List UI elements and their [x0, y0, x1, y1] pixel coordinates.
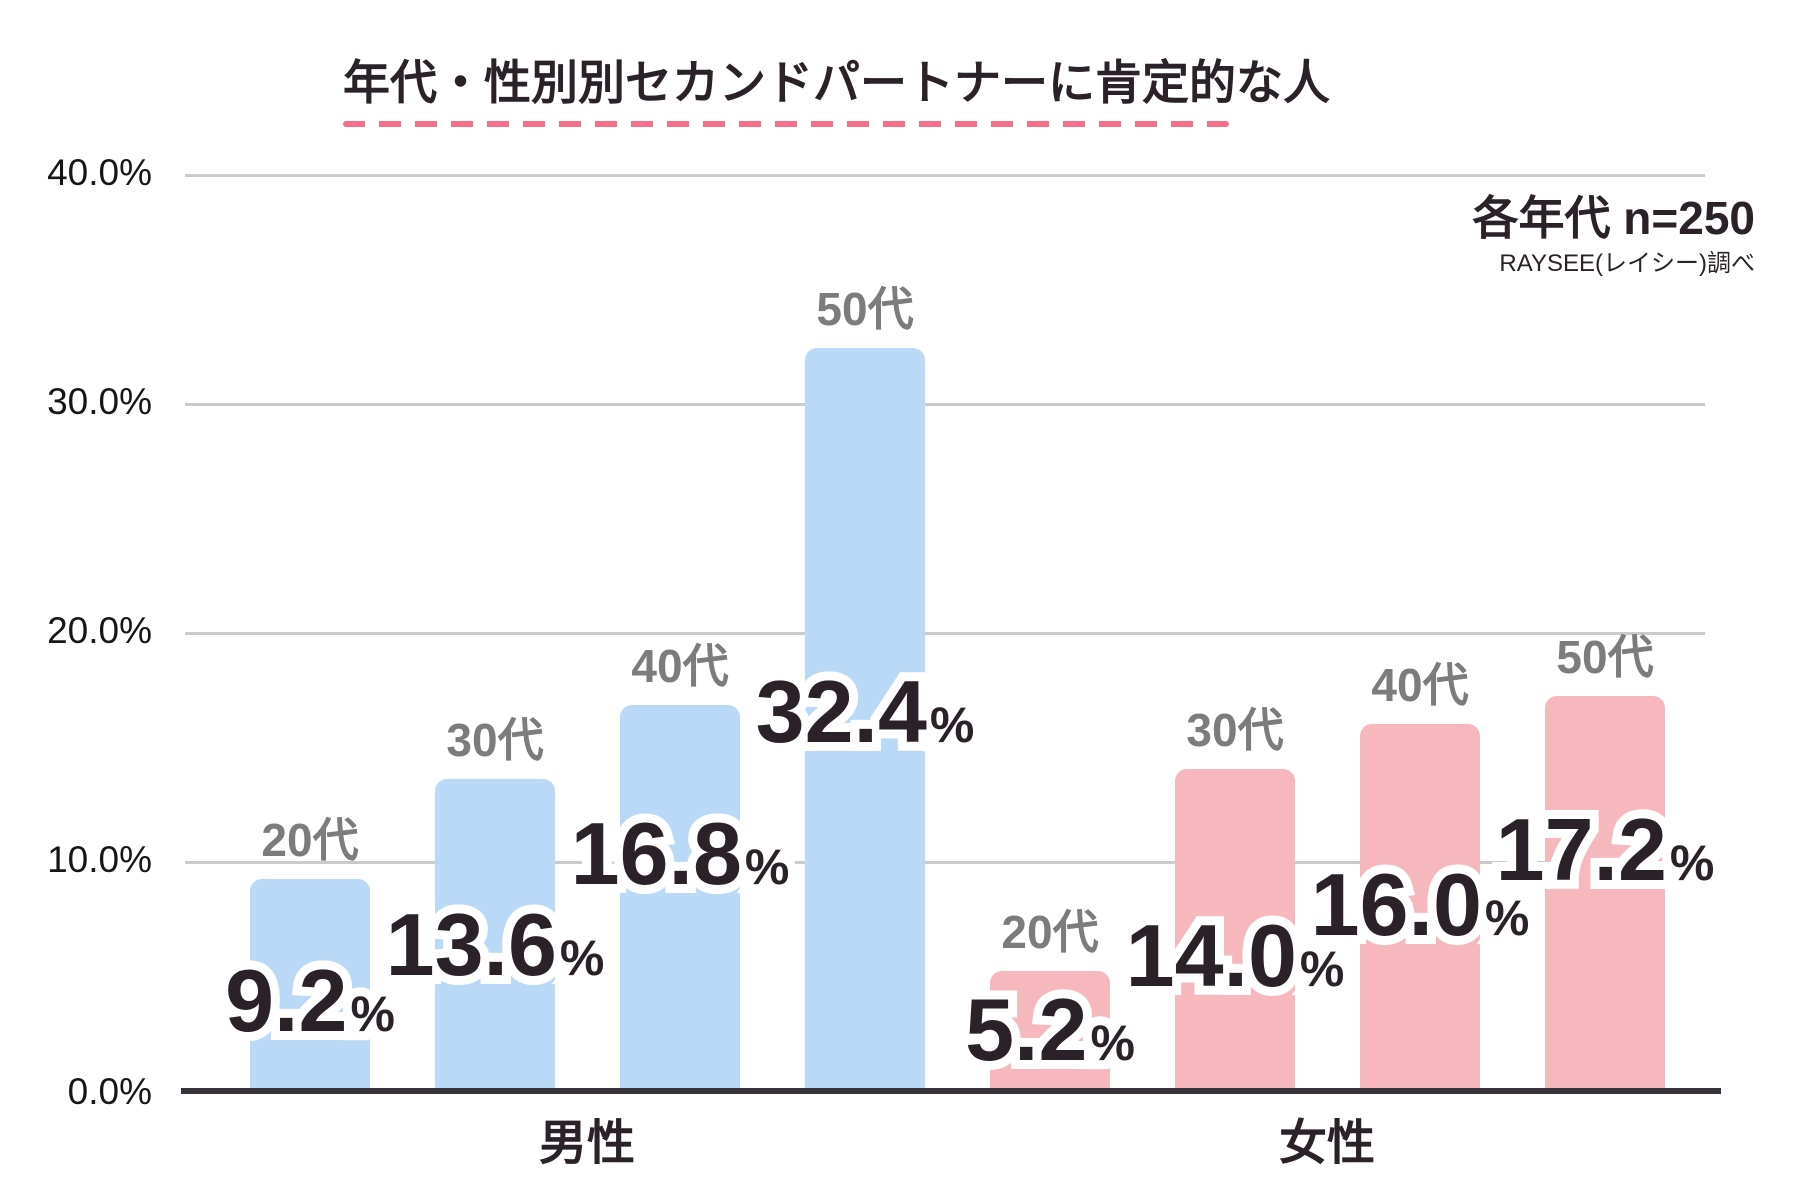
value-label-男性-20代: 9.2% 9.2% [216, 948, 404, 1054]
value-number: 16.0 [1302, 852, 1491, 958]
percent-sign: % [921, 691, 984, 759]
value-number: 17.2 [1487, 797, 1676, 903]
value-label-女性-40代: 16.0% 16.0% [1302, 852, 1539, 958]
value-number: 14.0 [1117, 903, 1306, 1009]
bar-男性-20代 [250, 879, 370, 1090]
note-block: 各年代 n=250 RAYSEE(レイシー)調べ [1473, 192, 1756, 277]
group-label-男性: 男性 [538, 1117, 636, 1170]
bar-女性-20代 [990, 971, 1110, 1090]
age-label-女性-30代: 30代 [1186, 704, 1284, 756]
value-number: 16.8 [570, 804, 742, 903]
percent-sign: % [551, 924, 614, 992]
value-label-stroke: 16.0% [1302, 852, 1539, 958]
x-axis-line [181, 1088, 1721, 1094]
percent-sign: % [1291, 935, 1354, 1003]
value-label-男性-30代: 13.6% 13.6% [377, 892, 614, 998]
y-axis-tick-label: 10.0% [47, 839, 152, 881]
percent-sign: % [744, 839, 790, 895]
value-number: 5.2 [965, 980, 1088, 1079]
percent-sign: % [1081, 1009, 1144, 1077]
value-number: 16.8 [562, 801, 751, 907]
age-label-女性-50代: 50代 [1556, 631, 1654, 683]
value-label-stroke: 16.8% [562, 801, 799, 907]
bar-女性-50代 [1545, 696, 1665, 1090]
age-label-男性-40代: 40代 [631, 640, 729, 692]
y-axis-tick-label: 0.0% [67, 1071, 152, 1113]
source-note: RAYSEE(レイシー)調べ [1499, 249, 1755, 277]
y-axis-tick-label: 30.0% [47, 381, 152, 423]
percent-sign: % [1090, 1015, 1135, 1071]
value-label-fill: 5.2% [965, 986, 1135, 1074]
group-label-女性: 女性 [1278, 1117, 1376, 1170]
value-label-fill: 17.2% [1496, 806, 1715, 894]
percent-sign: % [341, 980, 404, 1048]
value-label-fill: 16.8% [571, 810, 790, 898]
value-label-fill: 13.6% [386, 901, 605, 989]
value-number: 13.6 [385, 895, 557, 994]
value-label-女性-50代: 17.2% 17.2% [1487, 797, 1724, 903]
bar-男性-40代 [620, 705, 740, 1090]
bar-女性-30代 [1175, 769, 1295, 1090]
value-number: 9.2 [225, 951, 348, 1050]
age-label-女性-20代: 20代 [1001, 906, 1099, 958]
percent-sign: % [736, 833, 799, 901]
percent-sign: % [1661, 829, 1724, 897]
percent-sign: % [1669, 835, 1715, 891]
age-label-男性-30代: 30代 [446, 714, 544, 766]
value-label-stroke: 14.0% [1117, 903, 1354, 1009]
gridline-30.0% [185, 403, 1705, 406]
percent-sign: % [559, 930, 605, 986]
value-label-stroke: 32.4% [747, 659, 984, 765]
age-label-女性-40代: 40代 [1371, 659, 1469, 711]
value-label-男性-50代: 32.4% 32.4% [747, 659, 984, 765]
value-number: 9.2 [216, 948, 356, 1054]
y-axis-tick-label: 20.0% [47, 610, 152, 652]
title-underline-dashed [343, 121, 1229, 127]
value-number: 16.0 [1310, 855, 1482, 954]
chart-title: 年代・性別別セカンドパートナーに肯定的な人 [343, 56, 1330, 109]
value-label-男性-40代: 16.8% 16.8% [562, 801, 799, 907]
value-label-stroke: 9.2% [216, 948, 404, 1054]
percent-sign: % [1484, 890, 1530, 946]
sample-size-note: 各年代 n=250 [1472, 192, 1756, 244]
y-axis-tick-label: 40.0% [47, 152, 152, 194]
gridline-20.0% [185, 632, 1705, 635]
percent-sign: % [1476, 884, 1539, 952]
value-number: 17.2 [1495, 800, 1667, 899]
value-label-stroke: 17.2% [1487, 797, 1724, 903]
age-label-男性-50代: 50代 [816, 283, 914, 335]
value-label-女性-30代: 14.0% 14.0% [1117, 903, 1354, 1009]
gridline-40.0% [185, 174, 1705, 177]
value-label-女性-20代: 5.2% 5.2% [956, 977, 1144, 1083]
value-number: 32.4 [747, 659, 936, 765]
percent-sign: % [929, 697, 975, 753]
value-label-fill: 16.0% [1311, 861, 1530, 949]
value-number: 5.2 [956, 977, 1096, 1083]
value-label-stroke: 5.2% [956, 977, 1144, 1083]
value-label-fill: 9.2% [225, 957, 395, 1045]
value-label-stroke: 13.6% [377, 892, 614, 998]
bar-男性-30代 [435, 779, 555, 1090]
age-label-男性-20代: 20代 [261, 814, 359, 866]
percent-sign: % [1299, 941, 1345, 997]
bar-女性-40代 [1360, 724, 1480, 1090]
bar-男性-50代 [805, 348, 925, 1090]
value-number: 13.6 [377, 892, 566, 998]
gridline-10.0% [185, 861, 1705, 864]
value-number: 32.4 [755, 662, 927, 761]
value-label-fill: 14.0% [1126, 912, 1345, 1000]
percent-sign: % [350, 986, 395, 1042]
value-label-fill: 32.4% [756, 668, 975, 756]
value-number: 14.0 [1125, 906, 1297, 1005]
